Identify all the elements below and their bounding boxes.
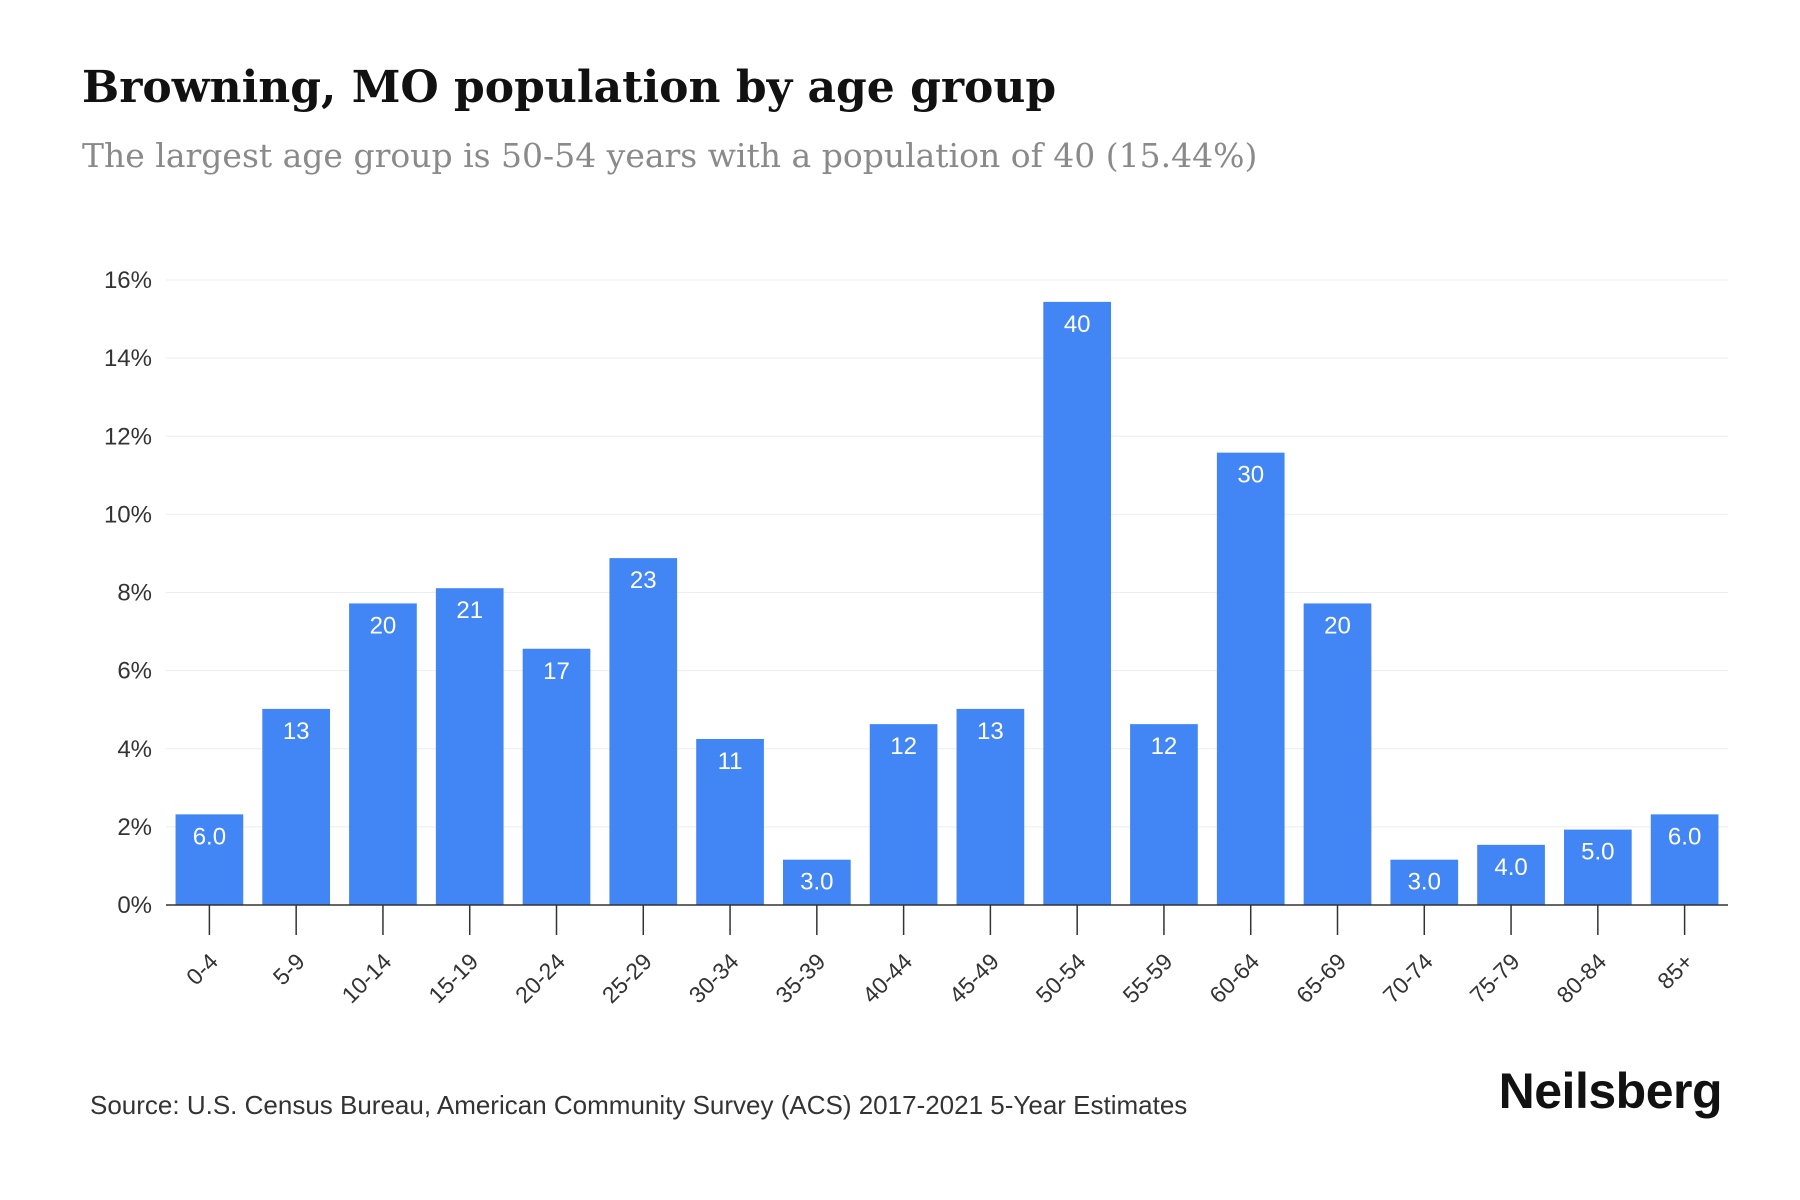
x-tick-label: 60-64	[1204, 948, 1264, 1008]
x-tick-label: 20-24	[510, 948, 570, 1008]
bar-60-64	[1216, 452, 1285, 905]
bar-data-label: 4.0	[1494, 854, 1527, 881]
bar-data-label: 30	[1237, 462, 1264, 489]
bar-35-39	[782, 859, 851, 905]
bar-50-54	[1043, 301, 1112, 905]
y-tick-label: 8%	[117, 580, 152, 607]
bar-data-label: 12	[890, 733, 917, 760]
x-tick-label: 35-39	[770, 948, 830, 1008]
y-tick-label: 0%	[117, 892, 152, 919]
bar-75-79	[1477, 844, 1545, 905]
x-tick-label: 30-34	[684, 948, 744, 1008]
x-tick-label: 55-59	[1117, 948, 1177, 1008]
x-tick-label: 65-69	[1291, 948, 1351, 1008]
bar-0-4	[175, 814, 244, 905]
bar-20-24	[522, 648, 591, 905]
x-tick-label: 70-74	[1378, 948, 1438, 1008]
chart-title: Browning, MO population by age group	[82, 62, 1057, 113]
bar-10-14	[349, 603, 417, 905]
bar-data-label: 40	[1064, 311, 1091, 338]
bar-data-label: 11	[718, 748, 743, 775]
x-tick-label: 5-9	[268, 948, 310, 990]
x-tick-label: 45-49	[944, 948, 1004, 1008]
y-tick-label: 4%	[117, 736, 152, 763]
bar-data-label: 21	[456, 597, 483, 624]
bar-25-29	[609, 558, 678, 905]
x-tick-label: 75-79	[1465, 948, 1525, 1008]
source-note: Source: U.S. Census Bureau, American Com…	[90, 1090, 1188, 1120]
bar-data-label: 6.0	[1668, 823, 1701, 850]
y-tick-label: 16%	[104, 267, 152, 294]
chart-subtitle: The largest age group is 50-54 years wit…	[82, 136, 1258, 175]
y-tick-label: 2%	[117, 814, 152, 841]
x-tick-label: 80-84	[1551, 948, 1611, 1008]
bar-55-59	[1130, 724, 1198, 905]
x-tick-label: 85+	[1652, 948, 1698, 994]
x-tick-label: 10-14	[336, 948, 396, 1008]
bar-data-label: 17	[543, 658, 570, 685]
bar-data-label: 20	[1324, 612, 1351, 639]
bar-65-69	[1303, 603, 1372, 905]
bars: 6.0 13 20 21 17 23 11 3.0 12 13 40 12 30 20 3.0 4.0 5.0 6…	[175, 301, 1719, 905]
bar-data-label: 6.0	[193, 823, 226, 850]
x-tick-label: 40-44	[857, 948, 917, 1008]
x-tick-label: 25-29	[597, 948, 657, 1008]
bar-70-74	[1390, 859, 1459, 905]
x-tick-label: 50-54	[1031, 948, 1091, 1008]
bar-data-label: 3.0	[800, 869, 833, 896]
bar-data-label: 23	[630, 567, 657, 594]
brand-logo: Neilsberg	[1498, 1063, 1723, 1119]
x-axis: 0-4 5-9 10-14 15-19 20-24 25-29 30-34 35-39 40-4…	[166, 904, 1728, 1008]
y-tick-label: 6%	[117, 658, 152, 685]
bar-data-label: 13	[977, 718, 1004, 745]
x-tick-label: 0-4	[181, 948, 223, 990]
bar-85+	[1650, 814, 1719, 905]
gridlines	[166, 279, 1728, 828]
bar-15-19	[435, 588, 504, 905]
bar-30-34	[696, 738, 764, 905]
y-tick-label: 12%	[104, 423, 152, 450]
bar-data-label: 20	[370, 612, 397, 639]
bar-data-label: 5.0	[1581, 839, 1614, 866]
y-axis-ticks: 0% 2% 4% 6% 8% 10% 12% 14% 16%	[104, 267, 152, 919]
bar-40-44	[869, 724, 938, 905]
bar-data-label: 3.0	[1408, 869, 1441, 896]
bar-80-84	[1563, 829, 1632, 905]
y-tick-label: 14%	[104, 345, 152, 372]
bar-data-label: 13	[283, 718, 310, 745]
y-tick-label: 10%	[104, 501, 152, 528]
bar-data-label: 12	[1151, 733, 1178, 760]
bar-45-49	[956, 708, 1025, 905]
bar-5-9	[262, 708, 331, 905]
x-tick-label: 15-19	[423, 948, 483, 1008]
